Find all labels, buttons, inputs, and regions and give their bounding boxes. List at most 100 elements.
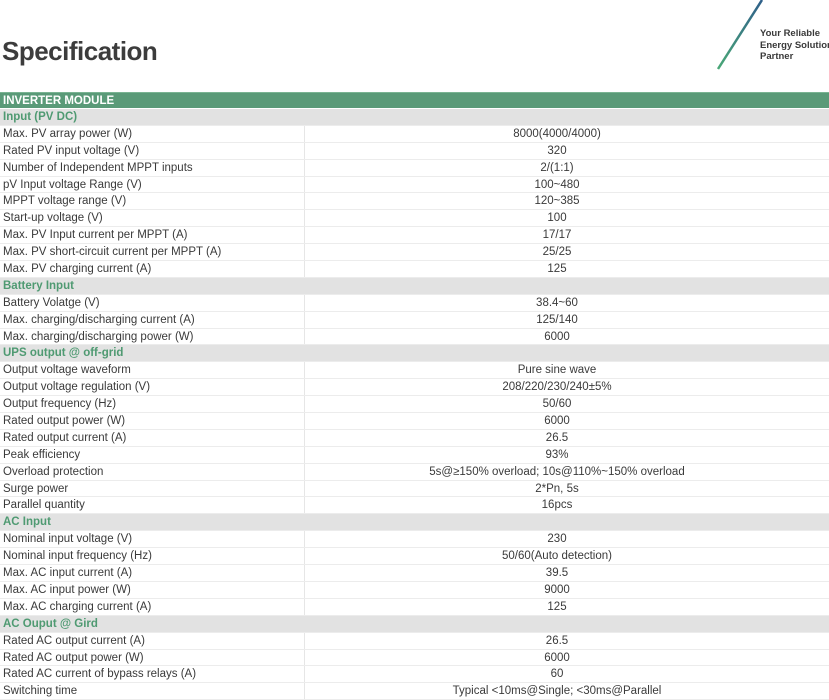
table-row: Rated output power (W) 6000 xyxy=(0,413,829,430)
table-row: Output frequency (Hz) 50/60 xyxy=(0,396,829,414)
spec-value: 9000 xyxy=(544,583,570,596)
spec-value: 208/220/230/240±5% xyxy=(502,381,612,394)
table-row: Max. charging/discharging power (W) 6000 xyxy=(0,328,829,346)
tagline-line: Your Reliable xyxy=(760,28,821,39)
spec-label: Parallel quantity xyxy=(0,497,305,514)
spec-label: Output voltage regulation (V) xyxy=(0,379,305,396)
spec-value: 17/17 xyxy=(542,229,572,242)
spec-label: Start-up voltage (V) xyxy=(0,210,305,227)
spec-value: 125 xyxy=(547,263,567,276)
spec-label: Max. AC input power (W) xyxy=(0,581,305,598)
table-row: Max. AC input current (A) 39.5 xyxy=(0,565,829,582)
table-row: Start-up voltage (V) 100 xyxy=(0,210,829,228)
table-row: Rated output current (A) 26.5 xyxy=(0,429,829,447)
spec-label: Overload protection xyxy=(0,463,305,480)
spec-label: Rated output power (W) xyxy=(0,413,305,429)
spec-value: 50/60 xyxy=(542,398,572,411)
table-row: Rated AC output current (A) 26.5 xyxy=(0,632,829,650)
tagline-line: Partner xyxy=(760,51,794,62)
spec-value: 6000 xyxy=(544,415,570,428)
spec-value: 6000 xyxy=(544,330,570,343)
spec-value: 39.5 xyxy=(545,567,569,580)
table-row: Max. PV short-circuit current per MPPT (… xyxy=(0,244,829,262)
spec-value: 93% xyxy=(545,448,569,461)
spec-label: Number of Independent MPPT inputs xyxy=(0,159,305,176)
spec-label: Output voltage waveform xyxy=(0,362,305,379)
spec-value: 120~385 xyxy=(534,195,580,208)
table-row: Max. charging/discharging current (A) 125… xyxy=(0,311,829,329)
table-row: Overload protection 5s@≥150% overload; 10… xyxy=(0,463,829,481)
spec-label: Battery Volatge (V) xyxy=(0,294,305,311)
table-row: Max. AC input power (W) 9000 xyxy=(0,581,829,599)
spec-value: 60 xyxy=(550,668,564,681)
spec-label: Rated AC output power (W) xyxy=(0,649,305,666)
table-row: Max. PV charging current (A) 125 xyxy=(0,261,829,278)
table-row: Max. PV Input current per MPPT (A) 17/17 xyxy=(0,227,829,245)
spec-value: 25/25 xyxy=(542,246,572,259)
spec-label: Output frequency (Hz) xyxy=(0,396,305,413)
module-header: INVERTER MODULE xyxy=(0,92,829,108)
spec-value: 38.4~60 xyxy=(536,296,578,309)
spec-label: Rated AC output current (A) xyxy=(0,632,305,649)
spec-label: Peak efficiency xyxy=(0,446,305,463)
section-header: Input (PV DC) xyxy=(0,109,829,126)
spec-value: 26.5 xyxy=(545,634,569,647)
spec-value: 6000 xyxy=(544,651,570,664)
page-title: Specification xyxy=(2,36,158,66)
table-row: Rated AC current of bypass relays (A) 60 xyxy=(0,666,829,684)
spec-label: Max. PV array power (W) xyxy=(0,125,305,142)
spec-label: Max. AC input current (A) xyxy=(0,565,305,581)
section-header: AC Input xyxy=(0,514,829,532)
spec-value: 2/(1:1) xyxy=(540,161,574,174)
table-row: Peak efficiency 93% xyxy=(0,446,829,464)
table-row: Parallel quantity 16pcs xyxy=(0,497,829,515)
spec-value: 8000(4000/4000) xyxy=(513,127,601,140)
spec-value: 100~480 xyxy=(534,178,580,191)
spec-label: Switching time xyxy=(0,683,305,700)
table-row: Rated AC output power (W) 6000 xyxy=(0,649,829,667)
table-row: Output voltage waveform Pure sine wave xyxy=(0,362,829,380)
table-row: Nominal input voltage (V) 230 xyxy=(0,531,829,549)
table-row: Switching time Typical <10ms@Single; <30m… xyxy=(0,683,829,700)
table-row: Max. AC charging current (A) 125 xyxy=(0,598,829,616)
spec-label: Max. PV charging current (A) xyxy=(0,261,305,277)
spec-label: Nominal input voltage (V) xyxy=(0,531,305,548)
section-header: UPS output @ off-grid xyxy=(0,345,829,363)
spec-value: Pure sine wave xyxy=(517,364,597,377)
spec-value: Typical <10ms@Single; <30ms@Parallel xyxy=(452,685,662,698)
table-row: Surge power 2*Pn, 5s xyxy=(0,480,829,498)
spec-label: Max. PV short-circuit current per MPPT (… xyxy=(0,244,305,261)
spec-label: Max. PV Input current per MPPT (A) xyxy=(0,227,305,244)
spec-label: Rated output current (A) xyxy=(0,429,305,446)
section-header: Battery Input xyxy=(0,277,829,295)
spec-table: Input (PV DC) Max. PV array power (W) 8000… xyxy=(0,109,829,700)
table-row: Battery Volatge (V) 38.4~60 xyxy=(0,294,829,312)
spec-label: Max. charging/discharging power (W) xyxy=(0,328,305,345)
spec-value: 50/60(Auto detection) xyxy=(502,550,612,563)
tagline-line: Energy Solution xyxy=(760,39,829,51)
section-header: AC Ouput @ Gird xyxy=(0,615,829,633)
table-row: Rated PV input voltage (V) 320 xyxy=(0,142,829,160)
table-row: Max. PV array power (W) 8000(4000/4000) xyxy=(0,125,829,143)
spec-value: 2*Pn, 5s xyxy=(535,482,579,495)
spec-value: 100 xyxy=(547,212,567,225)
logo-slash-icon xyxy=(716,0,764,70)
spec-value: 125 xyxy=(547,600,567,613)
spec-label: Rated PV input voltage (V) xyxy=(0,142,305,159)
spec-value: 320 xyxy=(547,144,567,157)
spec-label: pV Input voltage Range (V) xyxy=(0,176,305,193)
spec-label: Max. charging/discharging current (A) xyxy=(0,311,305,328)
spec-value: 230 xyxy=(547,533,567,546)
spec-label: Rated AC current of bypass relays (A) xyxy=(0,666,305,683)
spec-label: Surge power xyxy=(0,480,305,497)
spec-label: MPPT voltage range (V) xyxy=(0,193,305,210)
table-row: Output voltage regulation (V) 208/220/230… xyxy=(0,379,829,397)
table-row: pV Input voltage Range (V) 100~480 xyxy=(0,176,829,194)
table-row: Number of Independent MPPT inputs 2/(1:1) xyxy=(0,159,829,177)
spec-value: 5s@≥150% overload; 10s@110%~150% overloa… xyxy=(429,465,685,478)
spec-label: Max. AC charging current (A) xyxy=(0,598,305,615)
spec-value: 26.5 xyxy=(545,431,569,444)
table-row: Nominal input frequency (Hz) 50/60(Auto d… xyxy=(0,548,829,566)
table-row: MPPT voltage range (V) 120~385 xyxy=(0,193,829,211)
spec-label: Nominal input frequency (Hz) xyxy=(0,548,305,565)
